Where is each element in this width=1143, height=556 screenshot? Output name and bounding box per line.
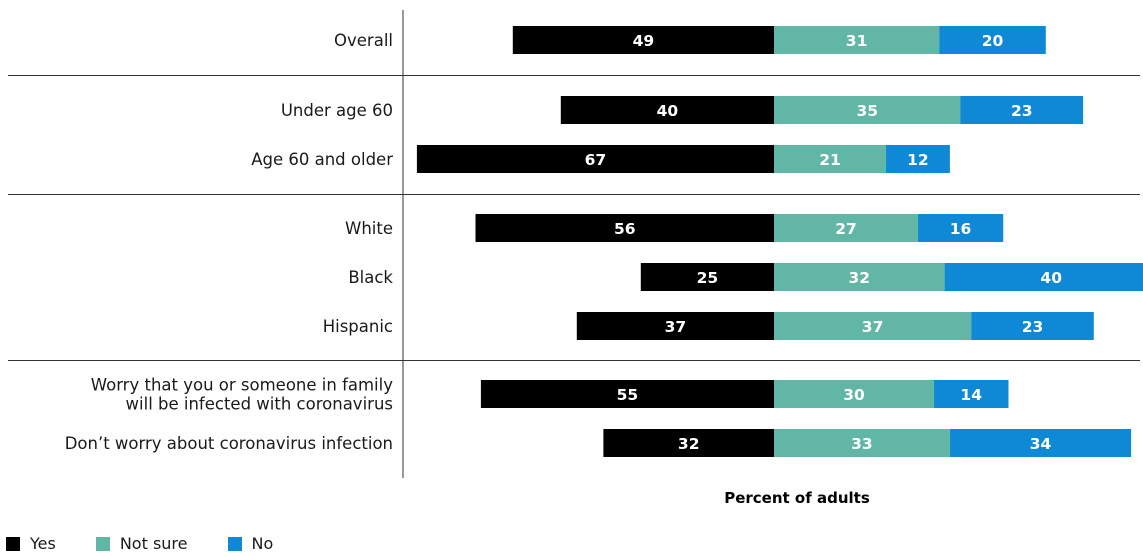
legend-item-not-sure: Not sure (95, 534, 188, 553)
data-label-not-sure: 33 (851, 435, 873, 453)
bar-not-sure (774, 380, 934, 408)
bar-no (971, 312, 1094, 340)
category-label: Worry that you or someone in family will … (91, 376, 393, 414)
category-label: Hispanic (323, 317, 393, 336)
legend-label-not-sure: Not sure (119, 534, 188, 553)
category-label: Age 60 and older (251, 150, 393, 169)
bar-yes (480, 380, 774, 408)
data-label-yes: 55 (617, 386, 639, 404)
bar-no (885, 145, 950, 173)
bar-no (944, 263, 1143, 291)
bar-yes (603, 429, 774, 457)
bar-not-sure (774, 429, 950, 457)
legend: Yes Not sure No (6, 534, 273, 553)
data-label-yes: 37 (665, 318, 687, 336)
x-axis-title: Percent of adults (724, 489, 870, 507)
data-label-not-sure: 32 (849, 269, 871, 287)
bar-no (960, 96, 1084, 124)
bar-yes (560, 96, 774, 124)
data-label-yes: 25 (697, 269, 719, 287)
legend-item-yes: Yes (6, 534, 56, 553)
data-label-no: 23 (1022, 318, 1044, 336)
legend-swatch-no (227, 536, 242, 551)
bar-yes (416, 145, 774, 173)
legend-label-no: No (251, 534, 274, 553)
data-label-yes: 40 (657, 102, 679, 120)
data-label-no: 23 (1011, 102, 1033, 120)
category-label: Black (348, 268, 393, 287)
data-label-not-sure: 30 (843, 386, 865, 404)
data-label-not-sure: 31 (846, 32, 868, 50)
bar-yes (640, 263, 775, 291)
bar-no (949, 429, 1132, 457)
category-label: Under age 60 (281, 101, 393, 120)
stacked-bar-chart: Overall 49 31 20 Under age 60 40 35 23 Age 60 an… (8, 10, 1143, 507)
data-label-not-sure: 37 (862, 318, 884, 336)
legend-swatch-yes (6, 536, 20, 551)
data-label-not-sure: 27 (835, 220, 857, 238)
bar-not-sure (774, 312, 972, 340)
bar-yes (475, 214, 774, 242)
bar-yes (512, 26, 774, 54)
data-label-yes: 67 (585, 151, 607, 169)
legend-label-yes: Yes (30, 534, 56, 553)
legend-swatch-not-sure (95, 536, 110, 551)
bar-not-sure (774, 214, 918, 242)
data-label-no: 20 (982, 32, 1004, 50)
category-label: Don’t worry about coronavirus infection (65, 434, 393, 453)
bar-yes (576, 312, 774, 340)
bar-no (933, 380, 1009, 408)
data-label-no: 40 (1040, 269, 1062, 287)
bar-not-sure (774, 145, 886, 173)
category-label: Overall (334, 31, 393, 50)
data-label-no: 14 (960, 386, 982, 404)
data-label-no: 34 (1030, 435, 1052, 453)
bar-not-sure (774, 263, 945, 291)
bar-not-sure (774, 26, 940, 54)
data-label-no: 12 (907, 151, 929, 169)
category-label: White (345, 219, 393, 238)
data-label-not-sure: 35 (857, 102, 879, 120)
data-label-not-sure: 21 (819, 151, 841, 169)
data-label-yes: 56 (614, 220, 636, 238)
data-label-no: 16 (950, 220, 972, 238)
bar-not-sure (774, 96, 961, 124)
bar-no (917, 214, 1004, 242)
data-label-yes: 32 (678, 435, 700, 453)
data-label-yes: 49 (633, 32, 655, 50)
bar-no (939, 26, 1046, 54)
legend-item-no: No (227, 534, 274, 553)
